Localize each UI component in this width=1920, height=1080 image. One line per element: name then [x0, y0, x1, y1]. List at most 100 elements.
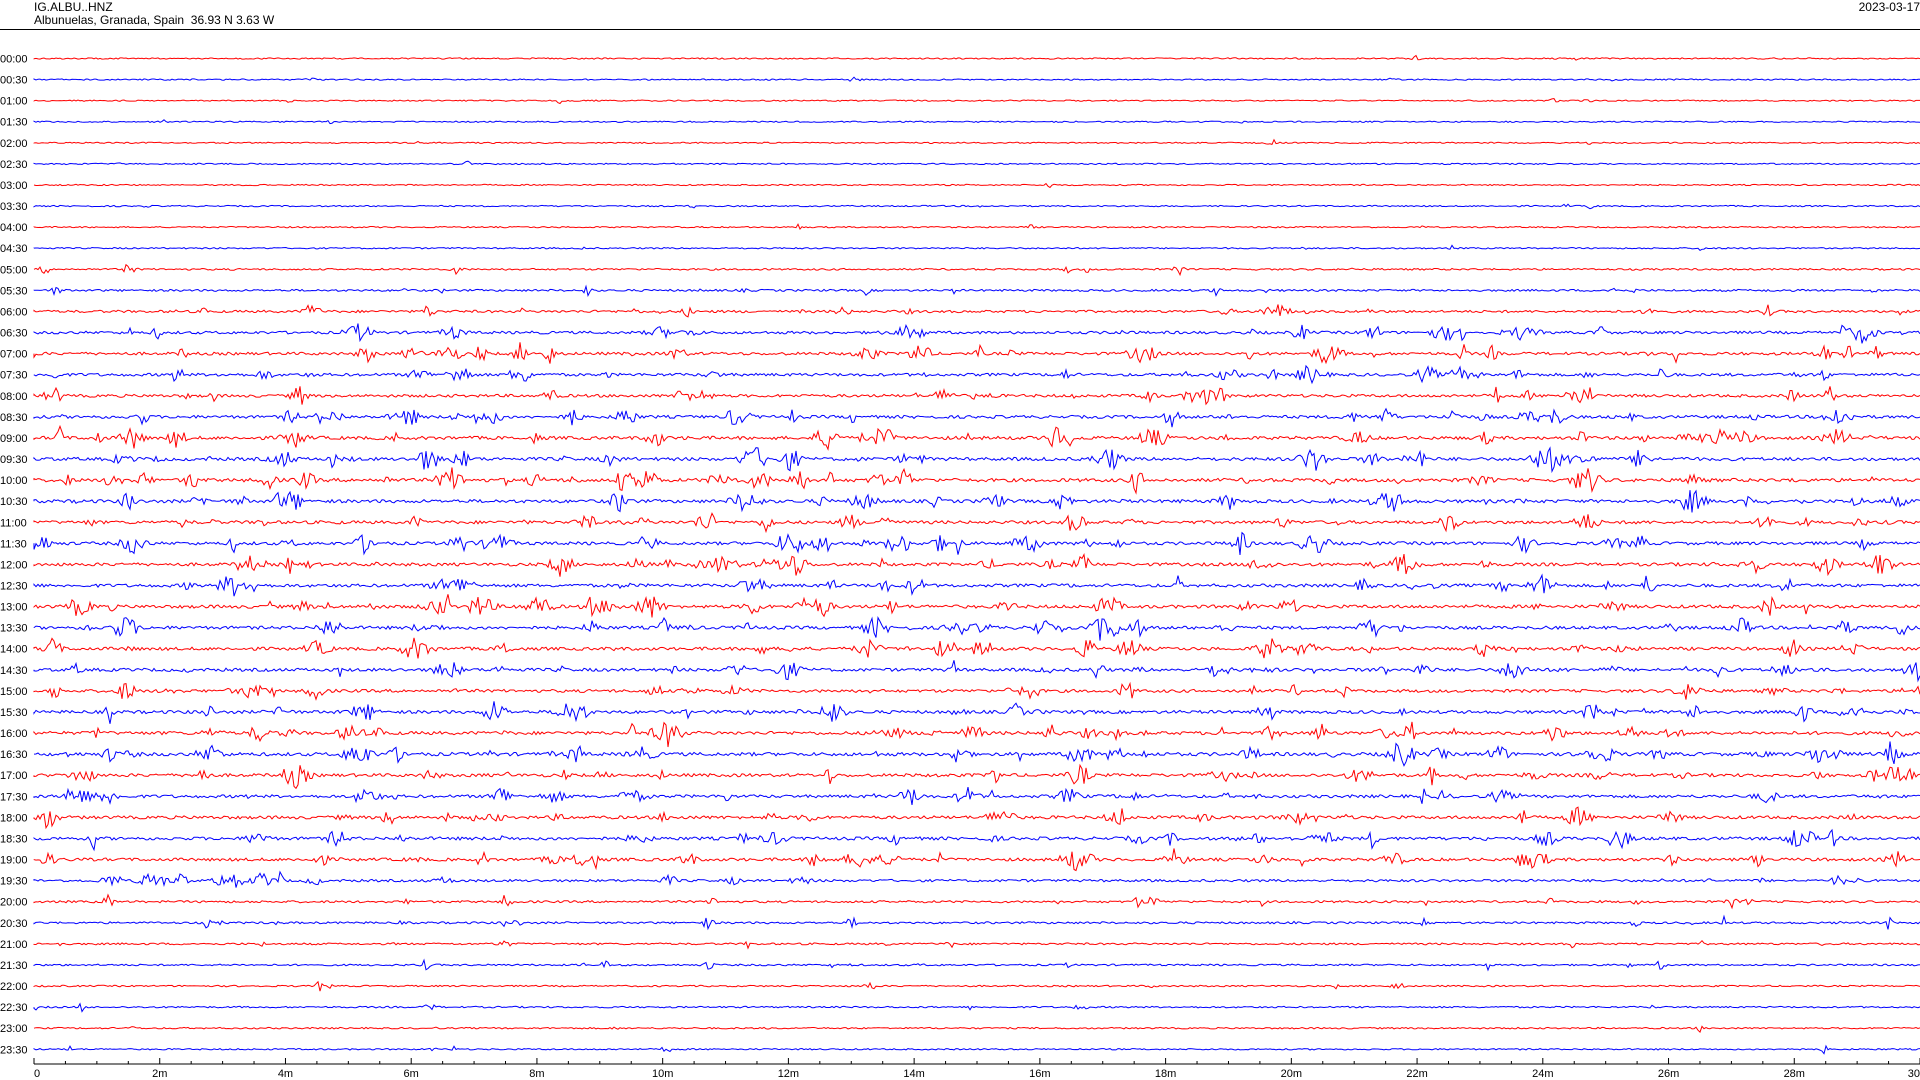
row-label: 08:30	[0, 412, 28, 424]
row-label: 06:00	[0, 306, 28, 318]
trace-row	[33, 828, 1920, 852]
row-label: 02:00	[0, 138, 28, 150]
row-label: 19:00	[0, 855, 28, 867]
row-label: 15:00	[0, 686, 28, 698]
trace-row	[33, 893, 1920, 910]
row-label: 18:00	[0, 812, 28, 824]
x-tick-label: 2m	[152, 1068, 167, 1080]
trace-row	[33, 424, 1920, 451]
trace-row	[33, 76, 1920, 82]
trace-row	[33, 870, 1920, 888]
trace-row	[33, 939, 1920, 950]
row-label: 20:30	[0, 918, 28, 930]
x-tick-label: 20m	[1281, 1068, 1302, 1080]
row-label: 19:30	[0, 876, 28, 888]
row-label: 06:30	[0, 328, 28, 340]
row-label: 05:00	[0, 264, 28, 276]
row-label: 12:30	[0, 581, 28, 593]
row-label: 10:00	[0, 475, 28, 487]
station-location: Albunuelas, Granada, Spain 36.93 N 3.63 …	[34, 13, 275, 27]
trace-row	[33, 446, 1920, 474]
trace-row	[33, 1025, 1920, 1033]
header-divider	[0, 29, 1920, 30]
row-label-group: 00:00 00:30 01:00 01:30 02:00 02:30 03:00 03:30…	[0, 54, 28, 1057]
row-label: 03:30	[0, 201, 28, 213]
row-label: 20:00	[0, 897, 28, 909]
x-tick-label: 0	[34, 1068, 40, 1080]
trace-row	[33, 660, 1920, 683]
row-label: 03:00	[0, 180, 28, 192]
trace-row	[33, 552, 1920, 577]
trace-row	[33, 806, 1920, 830]
row-label: 22:30	[0, 1002, 28, 1014]
x-tick-label: 22m	[1406, 1068, 1427, 1080]
row-label: 21:30	[0, 960, 28, 972]
trace-row	[33, 467, 1920, 495]
trace-row	[33, 160, 1920, 166]
row-label: 23:00	[0, 1023, 28, 1035]
x-tick-label: 26m	[1658, 1068, 1679, 1080]
trace-row	[33, 848, 1920, 872]
trace-row	[33, 721, 1920, 748]
trace-row	[33, 244, 1920, 252]
trace-row	[33, 681, 1920, 701]
record-date: 2023-03-17	[1858, 0, 1920, 14]
trace-row	[33, 304, 1920, 318]
row-label: 23:30	[0, 1044, 28, 1056]
trace-row	[33, 182, 1920, 189]
x-tick-label: 4m	[278, 1068, 293, 1080]
row-label: 10:30	[0, 496, 28, 508]
row-label: 04:30	[0, 243, 28, 255]
row-label: 05:30	[0, 285, 28, 297]
trace-row	[33, 323, 1920, 344]
x-tick-label: 12m	[778, 1068, 799, 1080]
row-label: 09:00	[0, 433, 28, 445]
trace-row	[33, 616, 1920, 641]
trace-row	[33, 284, 1920, 297]
row-label: 09:30	[0, 454, 28, 466]
row-label: 14:00	[0, 644, 28, 656]
trace-row	[33, 1044, 1920, 1055]
trace-row	[33, 263, 1920, 277]
row-label: 00:00	[0, 54, 28, 66]
trace-row	[33, 364, 1920, 385]
trace-row	[33, 119, 1920, 125]
row-label: 01:30	[0, 117, 28, 129]
row-label: 21:00	[0, 939, 28, 951]
row-label: 13:30	[0, 623, 28, 635]
trace-row	[33, 531, 1920, 556]
trace-row	[33, 958, 1920, 972]
row-label: 04:00	[0, 222, 28, 234]
trace-row	[33, 1002, 1920, 1013]
trace-row	[33, 386, 1920, 406]
row-label: 12:00	[0, 559, 28, 571]
trace-row	[33, 741, 1920, 767]
x-tick-label: 30	[1908, 1068, 1920, 1080]
trace-row	[33, 223, 1920, 231]
x-tick-label: 16m	[1029, 1068, 1050, 1080]
trace-row	[33, 489, 1920, 513]
trace-group	[33, 54, 1920, 1055]
row-label: 02:30	[0, 159, 28, 171]
station-code: IG.ALBU..HNZ	[34, 0, 113, 14]
trace-row	[33, 637, 1920, 659]
trace-row	[33, 786, 1920, 805]
row-label: 11:00	[0, 517, 27, 529]
row-label: 16:00	[0, 728, 28, 740]
x-tick-label: 28m	[1784, 1068, 1805, 1080]
row-label: 15:30	[0, 707, 28, 719]
trace-row	[33, 54, 1920, 61]
x-tick-label: 6m	[404, 1068, 419, 1080]
row-label: 17:00	[0, 770, 28, 782]
time-axis: 0 2m 4m 6m 8m 10m 12m 14m 16m 18m 20m 22m 24m 26m 28m 3…	[33, 1058, 1920, 1080]
trace-row	[33, 512, 1920, 534]
row-label: 07:30	[0, 370, 28, 382]
x-tick-label: 8m	[529, 1068, 544, 1080]
row-label: 11:30	[0, 538, 27, 550]
row-label: 08:00	[0, 391, 28, 403]
row-label: 16:30	[0, 749, 28, 761]
trace-row	[33, 98, 1920, 105]
trace-row	[33, 594, 1920, 618]
row-label: 07:00	[0, 349, 28, 361]
